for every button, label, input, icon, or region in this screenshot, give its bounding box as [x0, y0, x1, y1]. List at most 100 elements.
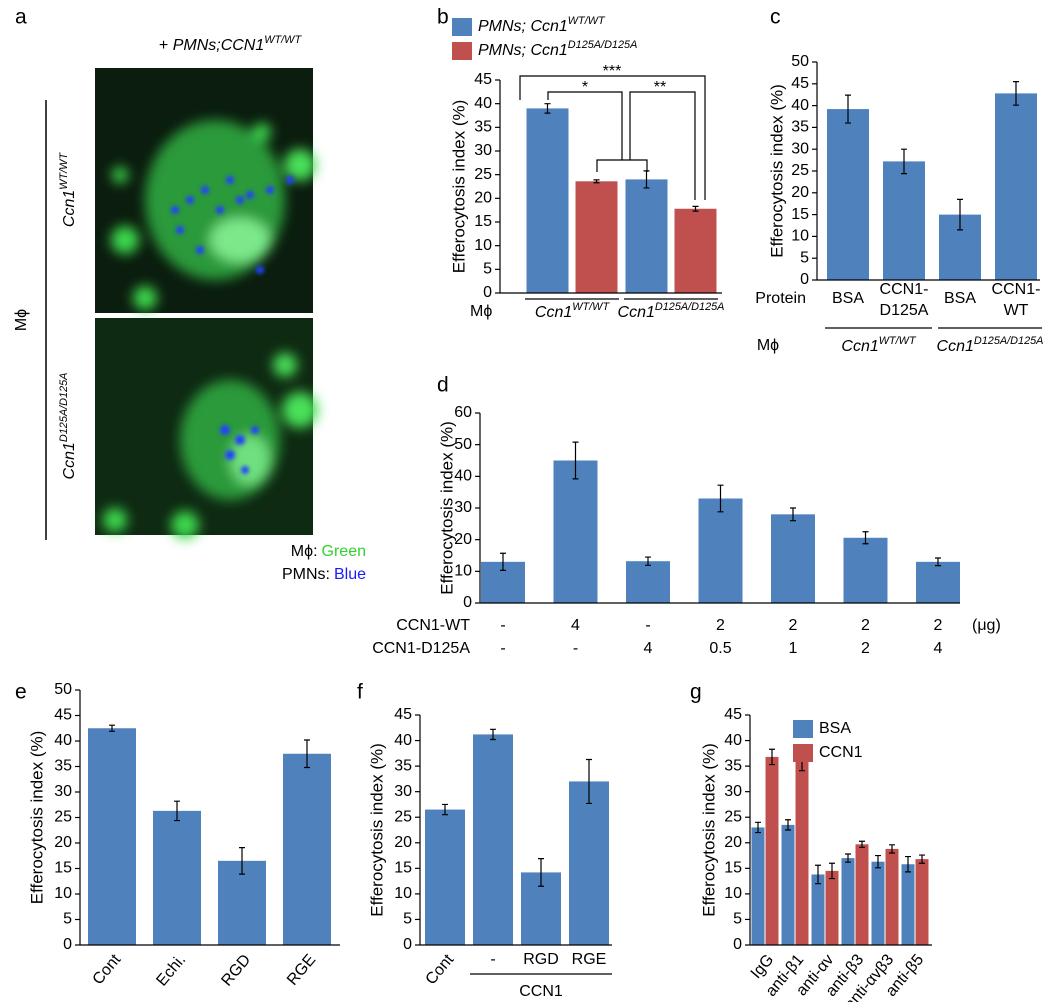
error-bar — [829, 862, 835, 880]
error-bar — [785, 819, 791, 831]
x-tick-label: Ccn1D125A/D125A — [618, 301, 725, 321]
panel-letter: e — [15, 681, 27, 704]
y-tick-label: 40 — [394, 732, 412, 749]
error-bar — [859, 840, 865, 848]
bar — [885, 848, 899, 945]
y-tick-label: 45 — [474, 71, 492, 88]
image-title-sup: WT/WT — [264, 34, 302, 46]
y-tick-label: 20 — [474, 190, 492, 207]
bracket — [596, 159, 648, 172]
error-bar — [790, 507, 796, 522]
legend-label-base: PMNs; Ccn1 — [478, 42, 568, 59]
legend-swatch — [793, 744, 813, 762]
y-tick-label: 30 — [724, 783, 742, 800]
error-bar — [490, 728, 496, 741]
error-bar — [935, 557, 941, 567]
row-label-base: Ccn1 — [61, 190, 78, 227]
cell: 2 — [934, 617, 943, 634]
y-tick-label: 5 — [483, 261, 492, 278]
y-tick-label: 40 — [454, 468, 472, 485]
y-tick-label: 40 — [791, 97, 809, 114]
x-tick-label-sup: D125A/D125A — [655, 301, 725, 313]
row-label: Ccn1WT/WT — [58, 152, 78, 228]
image-title-base: PMNs;CCN1 — [173, 37, 265, 54]
group-label: Ccn1D125A/D125A — [937, 335, 1044, 355]
bar — [827, 109, 869, 280]
y-tick-label: 10 — [474, 237, 492, 254]
y-tick-label: 35 — [474, 119, 492, 136]
error-bar — [109, 724, 115, 732]
x-tick-label: Cont — [423, 951, 458, 988]
y-tick-label: 25 — [474, 166, 492, 183]
error-bar — [905, 855, 911, 873]
cell: 2 — [716, 617, 725, 634]
x-tick-label: RGD — [218, 951, 254, 989]
x-tick-label: WT — [1004, 302, 1029, 319]
y-axis-label: Efferocytosis index (%) — [437, 421, 456, 595]
error-bar — [500, 552, 506, 571]
y-tick-label: 0 — [403, 936, 412, 953]
bar — [553, 460, 598, 603]
y-tick-label: 15 — [54, 860, 72, 877]
bar — [811, 874, 825, 945]
bracket — [629, 91, 696, 200]
legend-value: Green — [322, 543, 366, 560]
error-bar — [544, 103, 551, 114]
y-tick-label: 25 — [394, 808, 412, 825]
y-tick-label: 25 — [54, 809, 72, 826]
bar — [871, 861, 885, 945]
cell: - — [645, 617, 650, 634]
cell: 2 — [861, 617, 870, 634]
error-bar — [717, 484, 724, 513]
x-tick-label: D125A — [880, 302, 929, 319]
legend-swatch — [793, 720, 813, 738]
y-tick-label: 5 — [800, 249, 809, 266]
y-tick-label: 15 — [791, 206, 809, 223]
cell: 2 — [789, 617, 798, 634]
significance: *** — [603, 63, 622, 80]
legend-label: PMNs: — [282, 566, 330, 583]
error-bar — [875, 854, 881, 869]
y-tick-label: 0 — [463, 594, 472, 611]
error-bar — [815, 864, 821, 885]
y-tick-label: 20 — [791, 184, 809, 201]
group-label-sup: D125A/D125A — [974, 335, 1044, 347]
legend-label: CCN1 — [819, 744, 863, 761]
error-bar — [862, 531, 869, 545]
x-tick-label: Echi. — [153, 951, 189, 989]
group-label-base: Ccn1 — [937, 338, 974, 355]
y-tick-label: 45 — [791, 75, 809, 92]
error-bar — [304, 739, 310, 769]
y-tick-label: 40 — [54, 732, 72, 749]
error-bar — [845, 853, 851, 863]
y-tick-label: 10 — [724, 885, 742, 902]
panel-letter: a — [15, 6, 27, 29]
x-tick-label-sup: WT/WT — [572, 301, 610, 313]
y-tick-label: 50 — [454, 436, 472, 453]
error-bar — [919, 854, 925, 864]
cell: 1 — [789, 640, 798, 657]
y-tick-label: 15 — [474, 213, 492, 230]
x-tick-label: BSA — [944, 290, 976, 307]
y-axis-label: Efferocytosis index (%) — [27, 731, 46, 905]
x-axis-label: Protein — [755, 290, 806, 307]
x-tick-label: CCN1- — [992, 281, 1041, 298]
image-legend: PMNs: Blue — [282, 566, 366, 583]
legend-label: PMNs; Ccn1D125A/D125A — [478, 39, 637, 59]
y-tick-label: 30 — [474, 142, 492, 159]
legend-label: BSA — [819, 720, 851, 737]
image-title: + PMNs;CCN1WT/WT — [159, 34, 303, 54]
y-tick-label: 50 — [791, 53, 809, 70]
x-tick-label: RGE — [284, 951, 319, 988]
image-title-prefix: + — [159, 37, 173, 54]
bar — [883, 161, 925, 280]
group-label: CCN1 — [519, 983, 563, 1000]
y-tick-label: 45 — [54, 707, 72, 724]
legend-label-sup: D125A/D125A — [568, 39, 638, 51]
y-axis-label: Efferocytosis index (%) — [449, 100, 468, 274]
error-bar — [586, 758, 592, 805]
bar — [855, 844, 869, 945]
y-tick-label: 0 — [733, 936, 742, 953]
y-tick-label: 60 — [454, 404, 472, 421]
bar — [751, 827, 765, 945]
